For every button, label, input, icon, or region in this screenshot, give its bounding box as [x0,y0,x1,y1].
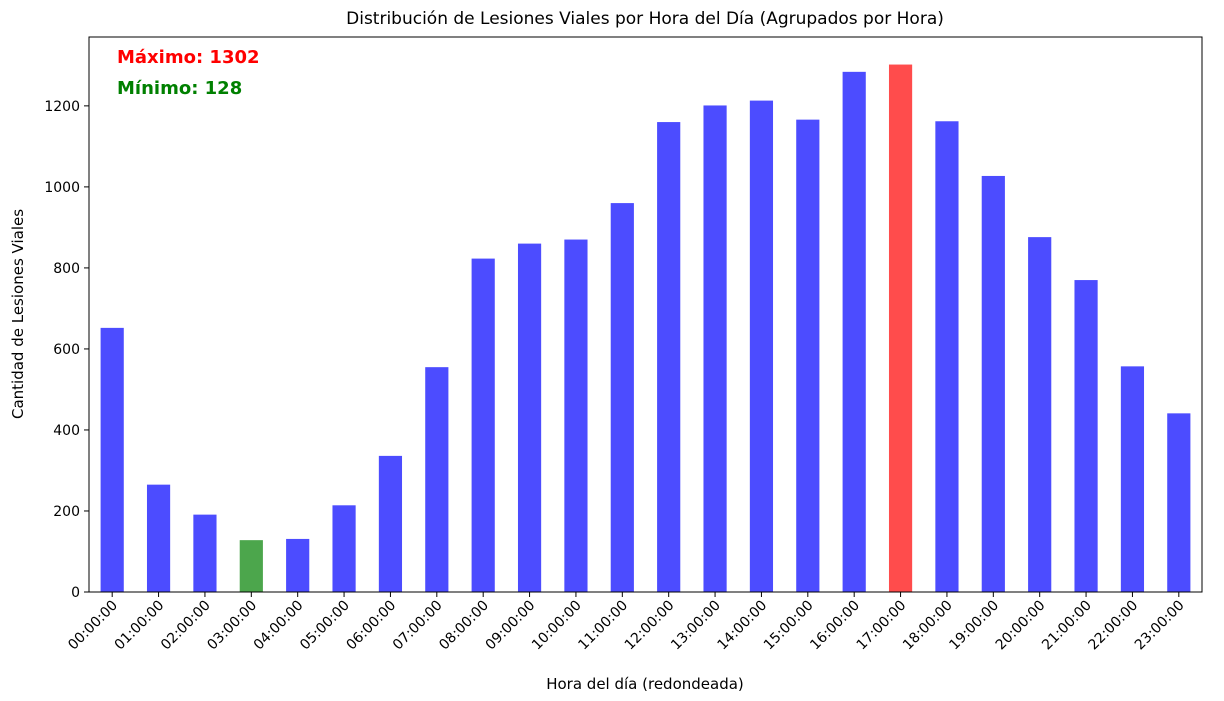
bar-01:00:00 [146,484,171,592]
y-tick-label: 600 [53,342,80,358]
bar-03:00:00 [239,540,263,592]
bar-17:00:00 [888,64,913,593]
bar-18:00:00 [935,121,959,593]
y-tick-label: 1000 [44,180,80,196]
y-tick-label: 1200 [44,99,80,115]
x-tick-label: 03:00:00 [204,598,260,654]
x-tick-label: 00:00:00 [65,598,121,654]
chart-title: Distribución de Lesiones Viales por Hora… [346,9,944,29]
bar-10:00:00 [564,239,588,592]
x-tick-label: 22:00:00 [1085,598,1141,654]
bar-16:00:00 [842,71,866,592]
bar-12:00:00 [657,122,681,592]
bar-19:00:00 [981,175,1005,592]
x-axis: 00:00:0001:00:0002:00:0003:00:0004:00:00… [65,592,1188,654]
bar-22:00:00 [1120,366,1145,592]
x-tick-label: 23:00:00 [1132,598,1188,654]
bar-04:00:00 [286,538,310,592]
x-axis-label: Hora del día (redondeada) [546,675,744,693]
bar-21:00:00 [1074,280,1098,592]
x-tick-label: 04:00:00 [251,598,307,654]
max-annotation: Máximo: 1302 [117,47,260,68]
bar-20:00:00 [1028,237,1052,592]
x-tick-label: 17:00:00 [854,598,910,654]
y-tick-label: 400 [53,423,80,439]
x-tick-label: 02:00:00 [158,598,214,654]
bar-11:00:00 [610,203,634,592]
x-tick-label: 21:00:00 [1039,598,1095,654]
x-tick-label: 20:00:00 [993,598,1049,654]
x-tick-label: 06:00:00 [343,598,399,654]
plot-frame [88,36,1203,593]
bar-15:00:00 [796,119,820,592]
bar-14:00:00 [749,100,774,593]
bar-00:00:00 [100,327,124,592]
y-axis-label: Cantidad de Lesiones Viales [9,209,27,419]
x-tick-label: 18:00:00 [900,598,956,654]
bar-06:00:00 [378,455,403,592]
x-tick-label: 19:00:00 [946,598,1002,654]
y-axis: 0 200 400 600 800 1000 1200 [44,99,89,601]
bar-13:00:00 [703,105,727,592]
x-tick-label: 01:00:00 [112,598,168,654]
x-tick-label: 08:00:00 [436,598,492,654]
bar-07:00:00 [425,367,449,592]
bar-02:00:00 [193,514,217,592]
min-annotation: Mínimo: 128 [117,78,242,99]
bar-23:00:00 [1167,413,1191,592]
x-tick-label: 05:00:00 [297,598,353,654]
x-tick-label: 16:00:00 [807,598,863,654]
y-tick-label: 0 [71,585,80,601]
x-tick-label: 15:00:00 [761,598,817,654]
bars-group [100,64,1191,593]
x-tick-label: 13:00:00 [668,598,724,654]
x-tick-label: 14:00:00 [714,598,770,654]
x-tick-label: 07:00:00 [390,598,446,654]
x-tick-label: 11:00:00 [575,598,631,654]
bar-05:00:00 [332,505,356,592]
y-tick-label: 800 [53,261,80,277]
x-tick-label: 10:00:00 [529,598,585,654]
bar-08:00:00 [471,258,495,592]
x-tick-label: 09:00:00 [483,598,539,654]
bar-09:00:00 [517,243,542,592]
x-tick-label: 12:00:00 [622,598,678,654]
y-tick-label: 200 [53,504,80,520]
